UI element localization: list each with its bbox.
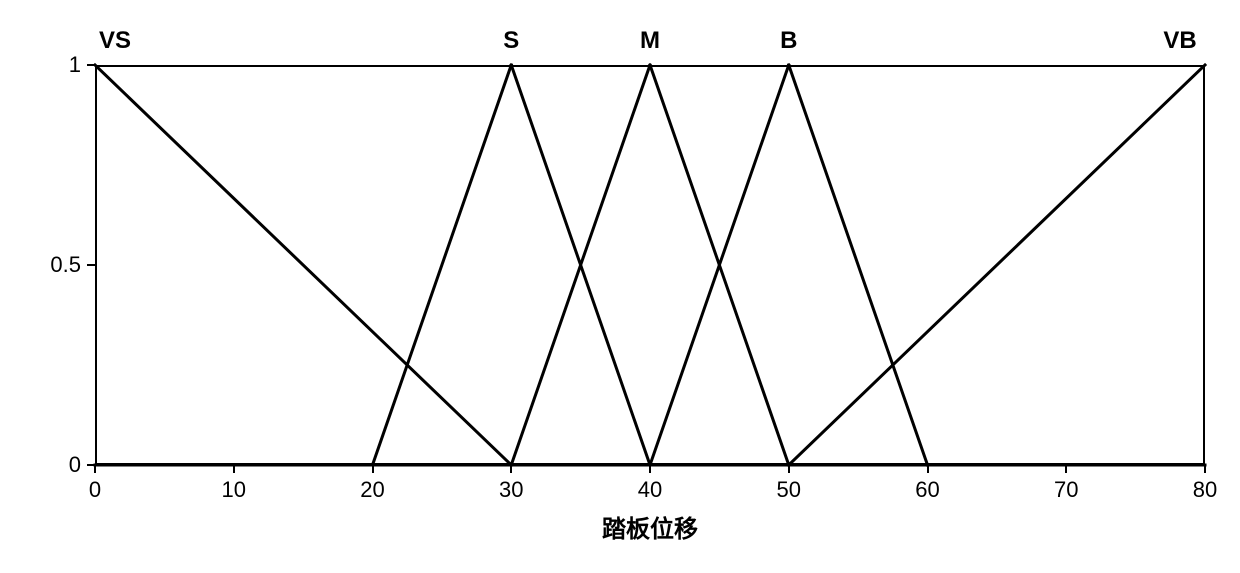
- x-tick-label: 10: [222, 477, 246, 503]
- x-tick-label: 40: [638, 477, 662, 503]
- fuzzy-category-label: B: [780, 27, 797, 55]
- x-tick-label: 30: [499, 477, 523, 503]
- x-tick: [510, 465, 512, 473]
- x-tick-label: 50: [777, 477, 801, 503]
- x-tick-label: 70: [1054, 477, 1078, 503]
- x-tick-label: 60: [915, 477, 939, 503]
- y-tick: [87, 64, 95, 66]
- x-tick-label: 0: [89, 477, 101, 503]
- y-tick: [87, 464, 95, 466]
- y-tick-label: 0: [69, 452, 81, 478]
- x-tick: [372, 465, 374, 473]
- x-tick: [1065, 465, 1067, 473]
- fuzzy-category-label: S: [503, 27, 519, 55]
- y-tick: [87, 264, 95, 266]
- fuzzy-category-label: M: [640, 27, 660, 55]
- x-tick: [927, 465, 929, 473]
- fuzzy-category-label: VS: [99, 27, 131, 55]
- fuzzy-membership-chart: 0 10 20 30 40 50 60 70 80 0 0.5 1 VS S M B VB 踏板位移: [0, 0, 1240, 573]
- x-tick: [233, 465, 235, 473]
- x-tick: [94, 465, 96, 473]
- x-axis-label: 踏板位移: [602, 509, 698, 544]
- x-tick: [788, 465, 790, 473]
- x-tick: [1204, 465, 1206, 473]
- fuzzy-category-label: VB: [1163, 27, 1196, 55]
- x-tick-label: 80: [1193, 477, 1217, 503]
- x-tick-label: 20: [360, 477, 384, 503]
- y-tick-label: 1: [69, 52, 81, 78]
- x-tick: [649, 465, 651, 473]
- y-tick-label: 0.5: [50, 252, 81, 278]
